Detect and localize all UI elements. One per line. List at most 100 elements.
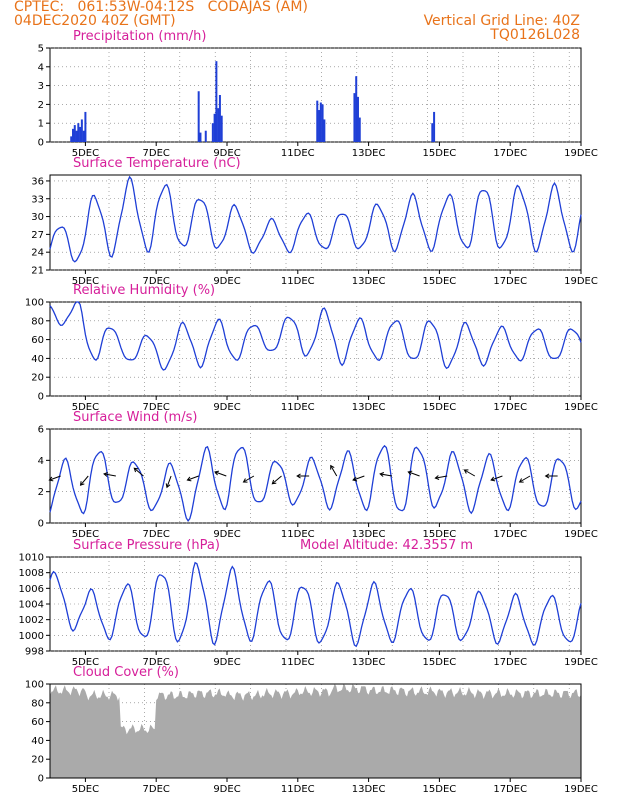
series-line	[49, 301, 582, 371]
wind-arrow-head	[463, 469, 469, 474]
x-tick-label: 9DEC	[213, 148, 240, 159]
wind-arrow-head	[330, 464, 335, 470]
wind-arrow-head	[48, 476, 54, 482]
wind-arrow	[214, 471, 227, 477]
panel-title: Surface Temperature (nC)	[73, 156, 241, 171]
wind-arrow-head	[544, 473, 550, 479]
wind-arrow	[49, 475, 61, 481]
x-tick-label: 7DEC	[143, 276, 170, 287]
x-tick-label: 15DEC	[423, 276, 457, 287]
x-tick-label: 17DEC	[493, 784, 527, 795]
x-tick-label: 19DEC	[564, 657, 598, 668]
series-line	[49, 175, 582, 263]
precipitation-bar	[82, 130, 85, 142]
wind-arrow	[435, 475, 448, 479]
panel-4: 0 2 4 6 5DEC 7DEC 9DEC 11DEC 13DEC 15DEC 17DEC 19DE…	[38, 410, 598, 540]
x-tick-label: 5DEC	[72, 402, 99, 413]
precipitation-bar	[84, 111, 87, 142]
x-tick-label: 13DEC	[352, 402, 386, 413]
y-tick-label: 33	[31, 194, 44, 205]
cloud-cover-area	[50, 684, 581, 778]
x-tick-label: 9DEC	[213, 402, 240, 413]
x-tick-label: 13DEC	[352, 148, 386, 159]
wind-arrow-head	[518, 478, 524, 483]
x-tick-label: 5DEC	[72, 784, 99, 795]
plot-frame-outline	[49, 683, 582, 779]
precipitation-bar	[356, 96, 359, 142]
precipitation-bar	[204, 130, 207, 142]
precipitation-bar	[319, 102, 322, 142]
precipitation-bar	[215, 61, 218, 142]
x-tick-label: 5DEC	[72, 529, 99, 540]
x-tick-label: 5DEC	[72, 276, 99, 287]
y-tick-label: 1004	[19, 600, 44, 611]
x-tick-label: 11DEC	[281, 276, 315, 287]
wind-arrow-head	[434, 475, 440, 480]
x-tick-label: 7DEC	[143, 784, 170, 795]
header-model-code: TQ0126L028	[490, 27, 580, 43]
y-tick-label: 1000	[19, 631, 44, 642]
wind-arrow-head	[490, 476, 496, 482]
precipitation-bar	[73, 125, 76, 142]
wind-arrow	[243, 475, 255, 483]
y-tick-label: 4	[38, 62, 44, 73]
wind-arrow-head	[186, 476, 192, 482]
x-tick-label: 7DEC	[143, 657, 170, 668]
panel-5: 998 1000 1002 1004 1006 1008 1010 5DEC 7DEC 9DEC 1…	[19, 538, 598, 668]
wind-arrow	[380, 473, 393, 477]
wind-arrow-head	[407, 470, 413, 476]
panel-title: Relative Humidity (%)	[73, 283, 215, 298]
panel-title: Cloud Cover (%)	[73, 665, 179, 680]
y-tick-label: 20	[31, 373, 44, 384]
precipitation-bar	[358, 117, 361, 142]
wind-arrow	[519, 475, 531, 483]
x-tick-label: 13DEC	[352, 657, 386, 668]
x-tick-label: 11DEC	[281, 657, 315, 668]
y-tick-label: 21	[31, 266, 44, 277]
wind-arrow-head	[165, 483, 171, 489]
y-tick-label: 100	[25, 680, 44, 691]
y-tick-label: 1008	[19, 568, 44, 579]
x-tick-label: 17DEC	[493, 276, 527, 287]
precipitation-bar	[316, 100, 319, 142]
y-tick-label: 2	[38, 100, 44, 111]
wind-arrow	[187, 475, 199, 481]
panel-2: 21 24 27 30 33 36 5DEC 7DEC 9DEC 11DEC 13DEC 15DEC 1…	[31, 156, 598, 287]
precipitation-bar	[75, 130, 78, 142]
x-tick-label: 15DEC	[423, 784, 457, 795]
y-tick-label: 80	[31, 698, 44, 709]
header-grid-line: Vertical Grid Line: 40Z	[423, 13, 580, 29]
precipitation-bar	[79, 126, 82, 142]
y-tick-label: 0	[38, 519, 44, 530]
header-station: CPTEC: 061:53W-04:12S CODAJAS (AM)	[14, 0, 308, 15]
precipitation-bar	[197, 91, 200, 142]
precipitation-bar	[353, 93, 356, 142]
x-tick-label: 11DEC	[281, 402, 315, 413]
x-tick-label: 17DEC	[493, 657, 527, 668]
precipitation-bar	[321, 104, 324, 142]
panel-title: Surface Wind (m/s)	[73, 410, 197, 425]
x-tick-label: 11DEC	[281, 529, 315, 540]
series-line	[49, 444, 582, 523]
wind-arrow	[352, 475, 365, 481]
wind-arrow-head	[214, 470, 220, 476]
wind-arrow-head	[79, 481, 85, 486]
y-tick-label: 80	[31, 316, 44, 327]
y-tick-label: 40	[31, 736, 44, 747]
plot-frame	[49, 47, 582, 143]
precipitation-bar	[218, 95, 221, 142]
x-tick-label: 7DEC	[143, 529, 170, 540]
x-tick-label: 19DEC	[564, 148, 598, 159]
y-tick-label: 998	[25, 647, 44, 658]
y-tick-label: 36	[31, 176, 44, 187]
x-tick-label: 15DEC	[423, 148, 457, 159]
wind-arrow	[408, 471, 420, 477]
series-line	[49, 561, 582, 648]
precipitation-bar	[80, 119, 83, 142]
wind-arrow	[103, 473, 116, 477]
x-tick-label: 19DEC	[564, 402, 598, 413]
wind-arrow	[272, 475, 282, 485]
x-tick-label: 13DEC	[352, 529, 386, 540]
precipitation-bar	[433, 111, 436, 142]
